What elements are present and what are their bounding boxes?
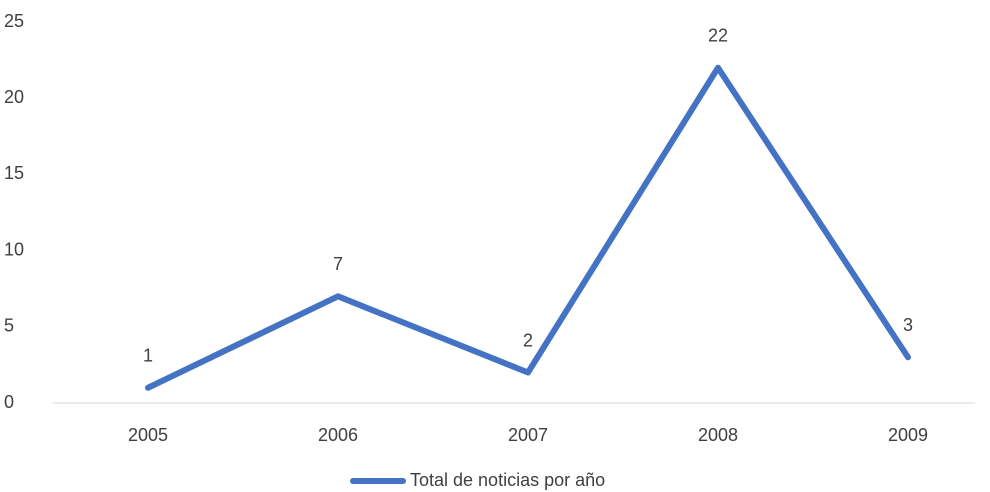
x-tick-label: 2009	[888, 425, 928, 445]
y-tick-label: 5	[4, 316, 14, 336]
y-tick-label: 10	[4, 239, 24, 259]
data-label: 3	[903, 315, 913, 335]
y-tick-label: 0	[4, 392, 14, 412]
data-label: 1	[143, 346, 153, 366]
x-tick-label: 2005	[128, 425, 168, 445]
legend-label: Total de noticias por año	[410, 470, 605, 490]
y-tick-label: 25	[4, 11, 24, 31]
x-tick-label: 2006	[318, 425, 358, 445]
y-tick-label: 20	[4, 87, 24, 107]
x-tick-label: 2008	[698, 425, 738, 445]
data-label: 22	[708, 25, 728, 45]
data-label: 7	[333, 254, 343, 274]
x-tick-label: 2007	[508, 425, 548, 445]
data-line	[145, 64, 911, 391]
y-tick-label: 15	[4, 163, 24, 183]
data-label: 2	[523, 330, 533, 350]
